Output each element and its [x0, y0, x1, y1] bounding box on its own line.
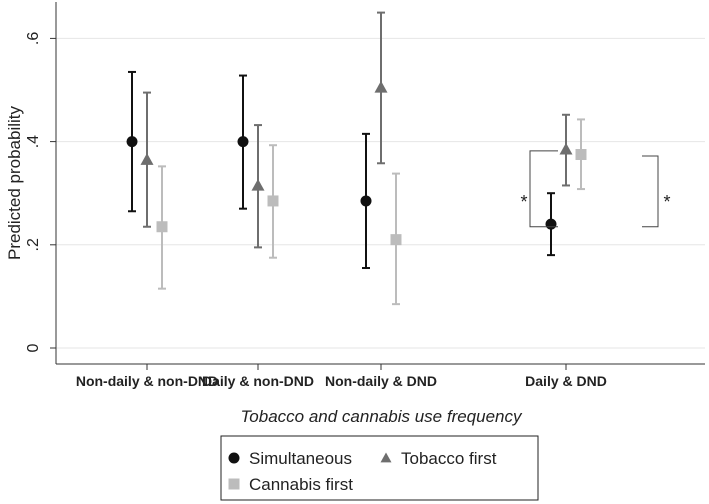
point-tobacco-first — [251, 178, 265, 191]
point-simultaneous — [360, 195, 372, 207]
legend: Simultaneous Tobacco first Cannabis first — [220, 435, 539, 501]
x-tick-label: Daily & non-DND — [202, 373, 314, 389]
y-ticks: 0 .2 .4 .6 — [25, 32, 56, 352]
y-tick-label: .4 — [25, 135, 42, 148]
point-cannabis-first — [390, 234, 402, 246]
significance-bracket — [529, 150, 558, 228]
legend-label-cannabis-first: Cannabis first — [249, 475, 353, 494]
x-tick-label: Non-daily & non-DND — [76, 373, 218, 389]
point-tobacco-first — [140, 153, 154, 165]
significance-star: * — [663, 192, 670, 212]
significance-bracket — [642, 155, 659, 228]
y-tick-label: .6 — [25, 32, 42, 45]
legend-marker-simultaneous — [228, 452, 240, 464]
point-tobacco-first — [559, 142, 573, 155]
legend-box — [220, 435, 539, 501]
legend-marker-tobacco-first — [380, 452, 392, 463]
y-tick-label: .2 — [25, 238, 42, 251]
x-tick-label: Non-daily & DND — [325, 373, 437, 389]
point-simultaneous — [237, 136, 249, 148]
y-tick-label: 0 — [25, 343, 42, 352]
legend-label-simultaneous: Simultaneous — [249, 449, 352, 468]
legend-label-tobacco-first: Tobacco first — [401, 449, 497, 468]
y-axis-label: Predicted probability — [5, 105, 24, 260]
point-cannabis-first — [575, 149, 587, 160]
point-tobacco-first — [374, 80, 388, 93]
x-tick-label: Daily & DND — [525, 373, 607, 389]
x-axis-label: Tobacco and cannabis use frequency — [240, 407, 523, 426]
point-simultaneous — [545, 218, 557, 230]
legend-marker-cannabis-first — [228, 478, 240, 490]
significance-annotations: * * — [520, 150, 671, 228]
point-cannabis-first — [156, 221, 168, 233]
point-simultaneous — [126, 136, 138, 148]
significance-star: * — [520, 192, 527, 212]
point-cannabis-first — [267, 195, 279, 207]
